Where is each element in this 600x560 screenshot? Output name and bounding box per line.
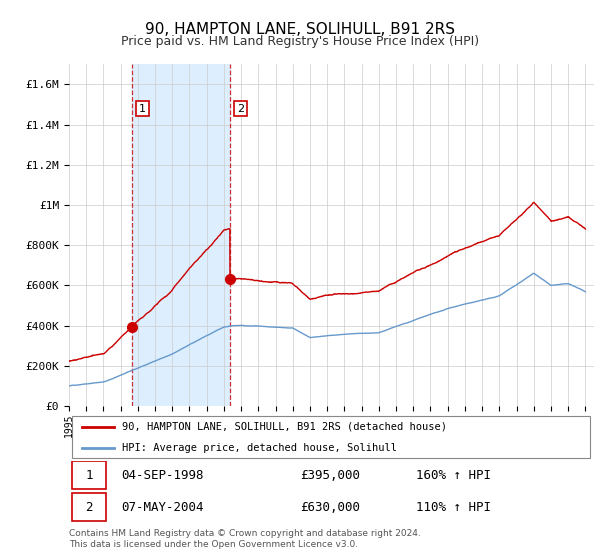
FancyBboxPatch shape: [71, 461, 106, 489]
Text: 110% ↑ HPI: 110% ↑ HPI: [415, 501, 491, 514]
Text: £395,000: £395,000: [300, 469, 360, 482]
Text: HPI: Average price, detached house, Solihull: HPI: Average price, detached house, Soli…: [121, 443, 397, 453]
FancyBboxPatch shape: [71, 493, 106, 521]
Text: 90, HAMPTON LANE, SOLIHULL, B91 2RS: 90, HAMPTON LANE, SOLIHULL, B91 2RS: [145, 22, 455, 38]
Text: 07-MAY-2004: 07-MAY-2004: [121, 501, 204, 514]
Text: Contains HM Land Registry data © Crown copyright and database right 2024.: Contains HM Land Registry data © Crown c…: [69, 529, 421, 538]
Text: Price paid vs. HM Land Registry's House Price Index (HPI): Price paid vs. HM Land Registry's House …: [121, 35, 479, 48]
Text: 1: 1: [85, 469, 93, 482]
Bar: [132, 64, 230, 406]
Text: 160% ↑ HPI: 160% ↑ HPI: [415, 469, 491, 482]
Text: £630,000: £630,000: [300, 501, 360, 514]
Text: 1: 1: [139, 104, 146, 114]
Text: 2: 2: [237, 104, 244, 114]
Text: 04-SEP-1998: 04-SEP-1998: [121, 469, 204, 482]
FancyBboxPatch shape: [71, 416, 590, 459]
Text: 90, HAMPTON LANE, SOLIHULL, B91 2RS (detached house): 90, HAMPTON LANE, SOLIHULL, B91 2RS (det…: [121, 422, 446, 432]
Text: 2: 2: [85, 501, 93, 514]
Text: This data is licensed under the Open Government Licence v3.0.: This data is licensed under the Open Gov…: [69, 540, 358, 549]
